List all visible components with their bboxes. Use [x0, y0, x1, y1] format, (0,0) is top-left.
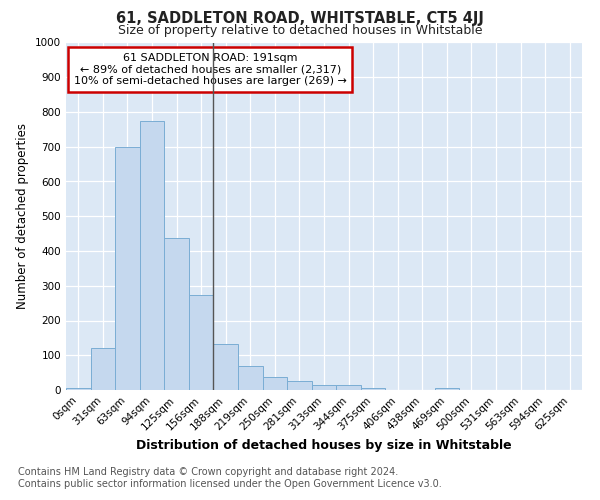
Bar	[214, 344, 238, 390]
Bar	[434, 388, 459, 390]
Bar	[238, 366, 263, 390]
Text: 61, SADDLETON ROAD, WHITSTABLE, CT5 4JJ: 61, SADDLETON ROAD, WHITSTABLE, CT5 4JJ	[116, 12, 484, 26]
Bar	[115, 147, 140, 390]
Y-axis label: Number of detached properties: Number of detached properties	[16, 123, 29, 309]
X-axis label: Distribution of detached houses by size in Whitstable: Distribution of detached houses by size …	[136, 438, 512, 452]
Bar	[361, 388, 385, 390]
Bar	[189, 296, 214, 390]
Bar	[336, 385, 361, 390]
Bar	[287, 382, 312, 390]
Bar	[66, 388, 91, 390]
Bar	[164, 238, 189, 390]
Bar	[91, 348, 115, 390]
Text: Contains HM Land Registry data © Crown copyright and database right 2024.
Contai: Contains HM Land Registry data © Crown c…	[18, 468, 442, 489]
Bar	[140, 120, 164, 390]
Bar	[312, 385, 336, 390]
Bar	[263, 377, 287, 390]
Text: 61 SADDLETON ROAD: 191sqm
← 89% of detached houses are smaller (2,317)
10% of se: 61 SADDLETON ROAD: 191sqm ← 89% of detac…	[74, 53, 347, 86]
Text: Size of property relative to detached houses in Whitstable: Size of property relative to detached ho…	[118, 24, 482, 37]
